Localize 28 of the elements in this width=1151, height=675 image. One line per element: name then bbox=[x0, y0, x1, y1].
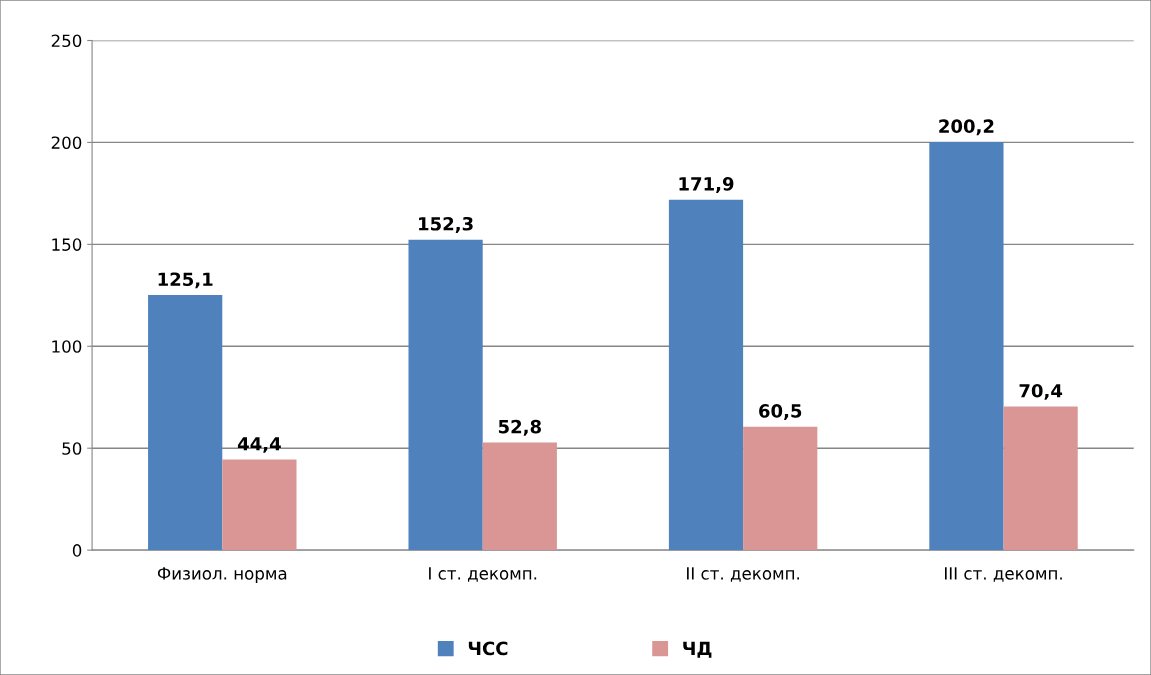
bar bbox=[743, 426, 818, 551]
data-label: 200,2 bbox=[939, 119, 994, 136]
legend-label: ЧД bbox=[683, 641, 712, 658]
bar bbox=[929, 142, 1004, 551]
bar bbox=[148, 295, 223, 551]
y-tick-label: 0 bbox=[72, 544, 82, 557]
data-label: 44,4 bbox=[237, 437, 281, 453]
data-label: 152,3 bbox=[419, 216, 473, 233]
data-label: 171,9 bbox=[679, 177, 734, 193]
bar bbox=[222, 459, 297, 551]
y-tick-label: 150 bbox=[52, 238, 82, 251]
data-label: 60,5 bbox=[759, 404, 802, 421]
x-tick-label: III ст. декомп. bbox=[945, 567, 1062, 582]
bar bbox=[408, 239, 483, 551]
y-tick-label: 200 bbox=[51, 136, 82, 149]
bar bbox=[1003, 406, 1078, 551]
y-tick-label: 100 bbox=[52, 340, 82, 353]
x-tick-label: Физиол. норма bbox=[157, 567, 287, 583]
y-tick-label: 50 bbox=[62, 442, 82, 455]
x-tick-label: I ст. декомп. bbox=[429, 567, 537, 582]
x-tick-label: II ст. декомп. bbox=[687, 567, 800, 582]
bar bbox=[668, 199, 744, 551]
y-tick-label: 250 bbox=[51, 34, 82, 48]
data-label: 70,4 bbox=[1019, 383, 1063, 400]
legend-label: ЧСС bbox=[468, 641, 508, 656]
bar bbox=[482, 442, 557, 551]
data-label: 125,1 bbox=[158, 272, 213, 289]
data-label: 52,8 bbox=[498, 419, 541, 436]
